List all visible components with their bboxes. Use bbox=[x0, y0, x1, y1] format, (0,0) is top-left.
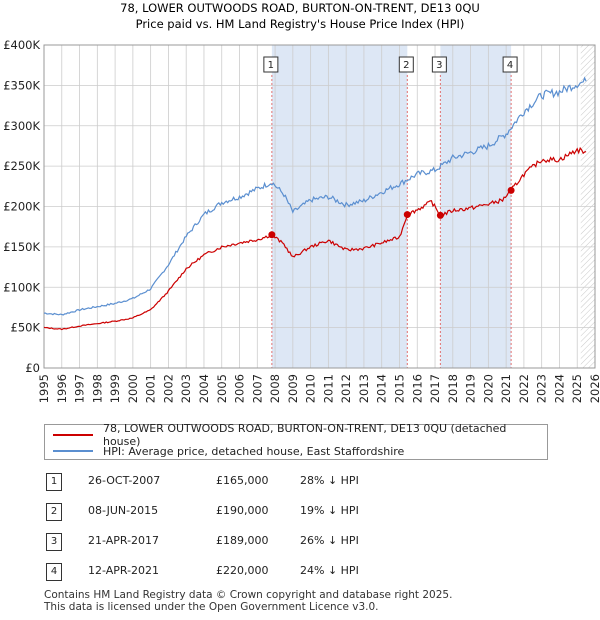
x-tick-label: 2016 bbox=[410, 374, 424, 403]
x-tick-label: 2021 bbox=[499, 374, 513, 403]
sale-price: £190,000 bbox=[216, 504, 269, 517]
sale-point bbox=[507, 186, 515, 194]
x-tick-label: 2018 bbox=[446, 374, 460, 403]
sale-price: £189,000 bbox=[216, 534, 269, 547]
plot-frame bbox=[43, 44, 596, 369]
legend-swatch-hpi bbox=[53, 450, 93, 452]
x-tick-label: 2013 bbox=[357, 374, 371, 403]
sale-number-badge: 2 bbox=[46, 503, 62, 521]
legend-swatch-property bbox=[53, 434, 93, 436]
y-tick-label: £100K bbox=[3, 280, 40, 294]
x-tick-label: 2011 bbox=[321, 374, 335, 403]
sale-price: £165,000 bbox=[216, 474, 269, 487]
legend-label-property: 78, LOWER OUTWOODS ROAD, BURTON-ON-TRENT… bbox=[102, 422, 507, 448]
y-tick-label: £0 bbox=[25, 361, 40, 375]
x-tick-label: 2008 bbox=[268, 374, 282, 403]
legend-item-hpi: HPI: Average price, detached house, East… bbox=[53, 443, 404, 459]
sales-table: 1 26-OCT-2007 £165,000 28% ↓ HPI 2 08-JU… bbox=[44, 470, 564, 590]
sale-number-badge: 4 bbox=[46, 563, 62, 581]
sale-number-label: 3 bbox=[436, 60, 442, 71]
y-tick-label: £400K bbox=[3, 38, 40, 52]
sale-hpi-diff: 26% ↓ HPI bbox=[300, 534, 359, 547]
y-tick-label: £250K bbox=[3, 159, 40, 173]
sale-point bbox=[436, 211, 444, 219]
x-tick-label: 2009 bbox=[286, 374, 300, 403]
hpi-series-line bbox=[44, 76, 587, 316]
sale-date: 26-OCT-2007 bbox=[88, 474, 161, 487]
sale-hpi-diff: 19% ↓ HPI bbox=[300, 504, 359, 517]
sale-price: £220,000 bbox=[216, 564, 269, 577]
x-tick-label: 2017 bbox=[428, 374, 442, 403]
x-tick-label: 2022 bbox=[517, 374, 531, 403]
x-tick-label: 2014 bbox=[375, 374, 389, 403]
y-tick-label: £150K bbox=[3, 240, 40, 254]
x-tick-label: 2026 bbox=[588, 374, 600, 403]
x-tick-label: 2012 bbox=[339, 374, 353, 403]
chart-title-line1: 78, LOWER OUTWOODS ROAD, BURTON-ON-TRENT… bbox=[120, 1, 480, 15]
x-tick-label: 2001 bbox=[144, 374, 158, 403]
x-tick-label: 1999 bbox=[108, 374, 122, 403]
footer-license: This data is licensed under the Open Gov… bbox=[44, 601, 379, 613]
x-tick-label: 2023 bbox=[535, 374, 549, 403]
sale-number-label: 2 bbox=[403, 60, 409, 71]
sale-date: 12-APR-2021 bbox=[88, 564, 160, 577]
x-tick-label: 2025 bbox=[570, 374, 584, 403]
sale-number-box bbox=[263, 56, 279, 73]
sale-hpi-diff: 28% ↓ HPI bbox=[300, 474, 359, 487]
x-tick-label: 2020 bbox=[481, 374, 495, 403]
x-tick-label: 2006 bbox=[233, 374, 247, 403]
sale-row: 1 26-OCT-2007 £165,000 28% ↓ HPI bbox=[44, 470, 564, 500]
sale-point bbox=[268, 231, 276, 239]
sale-number-box bbox=[431, 56, 447, 73]
legend-label-hpi: HPI: Average price, detached house, East… bbox=[103, 444, 405, 458]
x-tick-label: 2019 bbox=[464, 374, 478, 403]
sale-number-box bbox=[398, 56, 414, 73]
x-tick-label: 2004 bbox=[197, 374, 211, 403]
legend-item-property: 78, LOWER OUTWOODS ROAD, BURTON-ON-TRENT… bbox=[53, 422, 547, 448]
sale-row: 3 21-APR-2017 £189,000 26% ↓ HPI bbox=[44, 530, 564, 560]
sale-number-badge: 3 bbox=[46, 533, 62, 551]
sale-point bbox=[403, 211, 411, 219]
sale-number-label: 4 bbox=[507, 60, 513, 71]
x-tick-label: 1998 bbox=[90, 374, 104, 403]
sale-date: 21-APR-2017 bbox=[88, 534, 160, 547]
y-tick-label: £350K bbox=[3, 78, 40, 92]
x-tick-label: 2007 bbox=[250, 374, 264, 403]
price-chart: 78, LOWER OUTWOODS ROAD, BURTON-ON-TRENT… bbox=[3, 1, 600, 403]
sale-row: 2 08-JUN-2015 £190,000 19% ↓ HPI bbox=[44, 500, 564, 530]
x-tick-label: 1995 bbox=[37, 374, 51, 403]
y-tick-label: £200K bbox=[3, 200, 40, 214]
sale-number-badge: 1 bbox=[46, 473, 62, 491]
sale-hpi-diff: 24% ↓ HPI bbox=[300, 564, 359, 577]
x-tick-label: 2000 bbox=[126, 374, 140, 403]
x-tick-label: 1997 bbox=[73, 374, 87, 403]
y-tick-label: £50K bbox=[11, 321, 41, 335]
x-tick-label: 2010 bbox=[304, 374, 318, 403]
chart-title-line2: Price paid vs. HM Land Registry's House … bbox=[136, 17, 465, 31]
x-tick-label: 2015 bbox=[393, 374, 407, 403]
x-tick-label: 1996 bbox=[55, 374, 69, 403]
y-tick-label: £300K bbox=[3, 119, 40, 133]
sale-number-label: 1 bbox=[268, 60, 274, 71]
x-tick-label: 2024 bbox=[552, 374, 566, 403]
chart-legend: 78, LOWER OUTWOODS ROAD, BURTON-ON-TRENT… bbox=[44, 422, 548, 460]
x-tick-label: 2002 bbox=[161, 374, 175, 403]
x-tick-label: 2003 bbox=[179, 374, 193, 403]
x-tick-label: 2005 bbox=[215, 374, 229, 403]
sale-number-box bbox=[502, 56, 518, 73]
property-series-line bbox=[43, 146, 587, 331]
footer-copyright: Contains HM Land Registry data © Crown c… bbox=[44, 589, 453, 601]
footer: Contains HM Land Registry data © Crown c… bbox=[44, 589, 452, 613]
sale-date: 08-JUN-2015 bbox=[88, 504, 159, 517]
sale-row: 4 12-APR-2021 £220,000 24% ↓ HPI bbox=[44, 560, 564, 590]
